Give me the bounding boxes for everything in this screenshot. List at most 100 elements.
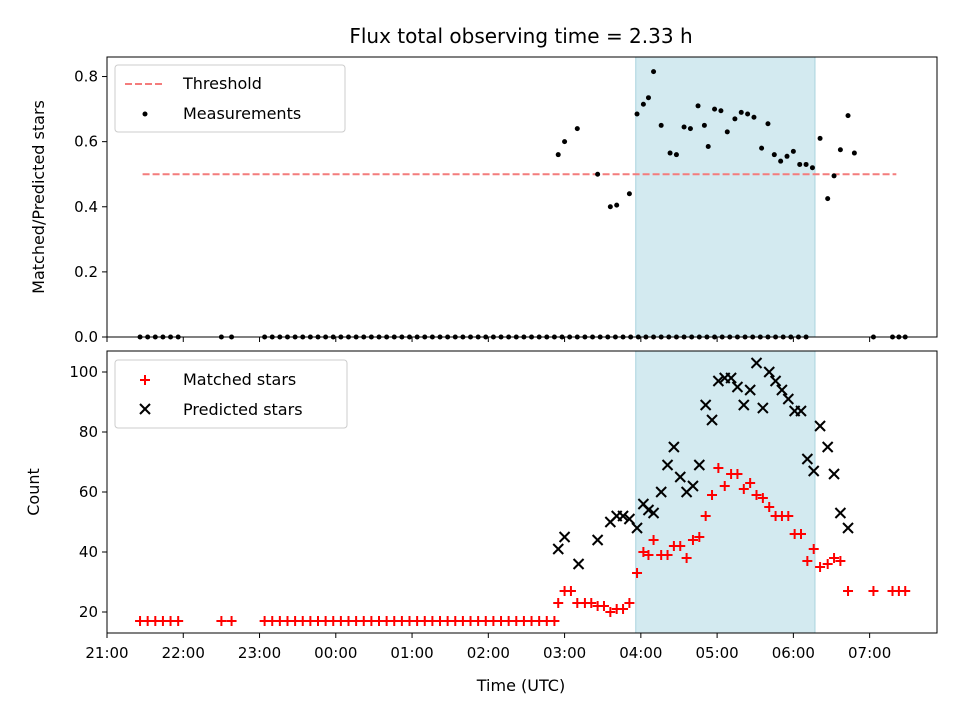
matched-star-point [565,586,576,596]
measurement-point [712,106,718,112]
matched-star-point [719,481,730,491]
measurements-legend-swatch [142,111,148,117]
top-panel: 0.00.20.40.60.8 Matched/Predicted stars … [29,56,938,346]
predicted-star-point [731,381,744,393]
matched-star-point [643,550,654,560]
matched-star-point [707,490,718,500]
measurement-point [640,101,646,107]
measurement-point [562,139,568,145]
matched-star-point [226,616,237,626]
predicted-star-point [842,522,854,534]
predicted-star-point [706,414,718,426]
predicted-star-point [725,372,737,384]
measurement-point [614,202,620,208]
predicted-star-point [744,384,756,396]
measurement-point [751,114,757,120]
predicted-star-point [821,441,834,453]
measurement-point [732,116,738,122]
predicted-legend-label: Predicted stars [183,400,303,419]
matched-star-point [700,511,711,521]
measurement-point [784,153,790,159]
bottom-x-axis-label: Time (UTC) [476,676,565,695]
bottom-x-tick-label: 07:00 [848,644,891,662]
predicted-star-point [591,534,604,546]
predicted-star-point [642,504,655,516]
measurement-point [673,152,679,158]
bottom-y-tick-label: 20 [79,603,98,621]
predicted-star-point [750,357,763,369]
predicted-star-point [699,399,712,411]
bottom-x-tick-label: 04:00 [619,644,662,662]
measurement-point [797,161,803,167]
top-y-tick-label: 0.0 [74,328,98,346]
measurement-point [651,69,657,75]
measurement-point [687,126,693,132]
bottom-x-tick-label: 01:00 [390,644,433,662]
predicted-star-point [776,384,788,396]
predicted-star-point [828,468,840,480]
matched-star-point [751,490,762,500]
predicted-star-point [617,510,629,522]
measurement-point [803,161,809,167]
measurement-point [634,111,640,117]
predicted-star-point [687,480,699,492]
top-legend: Threshold Measurements [114,64,346,133]
bottom-y-tick-label: 40 [79,543,98,561]
bottom-x-tick-label: 02:00 [467,644,510,662]
bottom-legend: Matched stars Predicted stars [114,359,348,429]
predicted-star-point [782,393,794,405]
matched-star-point [900,586,911,596]
predicted-star-point [552,543,564,555]
measurement-point [837,147,843,153]
matched-star-point [732,469,743,479]
measurement-point [778,158,784,164]
measurement-point [738,109,744,115]
matched-star-point [216,616,227,626]
measurement-point [718,108,724,114]
matched-star-point [638,547,649,557]
matched-star-point [173,616,184,626]
matched-star-point [648,535,659,545]
matched-star-point [553,598,564,608]
predicted-star-point [572,558,585,570]
bottom-panel: 20 40 60 80 100 21:00 22:00 23:00 00:00 01:00 02:… [24,350,938,695]
predicted-star-point [661,459,674,471]
matched-star-point [632,568,643,578]
top-y-axis-label: Matched/Predicted stars [29,100,48,294]
measurement-point [705,144,711,150]
predicted-star-point [712,375,725,387]
measurement-point [809,165,815,171]
matched-star-point [738,484,749,494]
measurement-point [771,152,777,158]
bottom-y-tick-label: 60 [79,483,98,501]
measurements-legend-label: Measurements [183,104,301,123]
bottom-y-axis-label: Count [24,468,43,516]
matched-star-point [764,502,775,512]
matched-star-point [605,607,616,617]
predicted-star-point [834,507,847,519]
bottom-x-tick-label: 03:00 [543,644,586,662]
bottom-y-tick-label: 100 [69,363,98,381]
top-legend-box [114,64,346,133]
threshold-legend-label: Threshold [182,74,262,93]
matched-star-point [783,511,794,521]
predicted-star-point [558,531,571,543]
top-plot-frame [106,56,938,338]
matched-star-point [675,541,686,551]
measurement-point [695,103,701,109]
bottom-x-tick-label: 05:00 [695,644,738,662]
predicted-star-point [795,405,807,417]
bottom-x-tick-label: 23:00 [238,644,281,662]
measurement-point [681,124,687,130]
matched-legend-swatch [140,375,150,385]
matched-star-point [757,493,768,503]
measurement-point [667,150,673,156]
matched-star-point [815,562,826,572]
bottom-y-tick-label: 80 [79,423,98,441]
predicted-star-point [757,402,769,414]
matched-star-point [586,598,597,608]
predicted-star-point [763,366,775,378]
measurement-point [845,113,851,119]
observing-window-band [635,56,816,338]
